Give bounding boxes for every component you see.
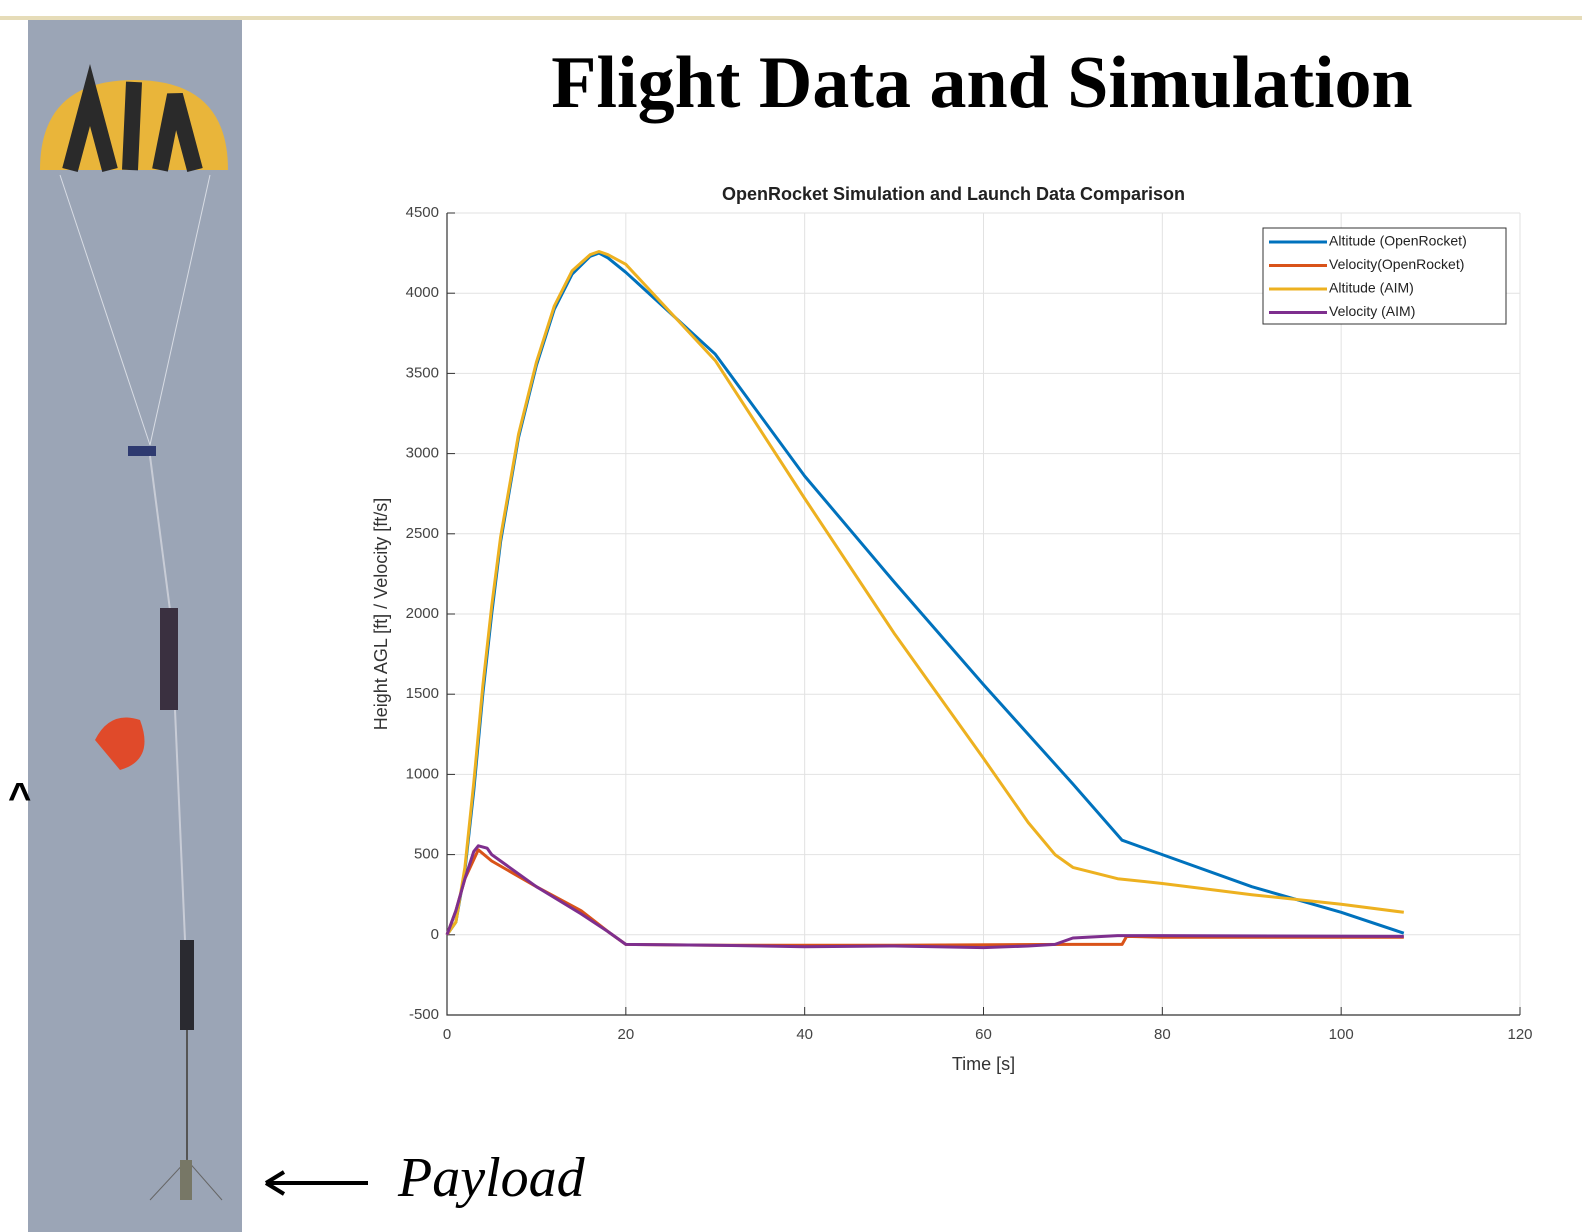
x-tick-label: 60	[975, 1026, 992, 1043]
chart: -500050010001500200025003000350040004500…	[371, 184, 1533, 1074]
chart-title: OpenRocket Simulation and Launch Data Co…	[722, 184, 1185, 204]
slide-title: Flight Data and Simulation	[551, 42, 1412, 124]
y-tick-label: 4000	[406, 284, 439, 301]
legend-label: Velocity (AIM)	[1329, 303, 1415, 319]
x-tick-label: 80	[1154, 1026, 1171, 1043]
photo-panel	[28, 20, 242, 1232]
y-tick-label: -500	[409, 1006, 439, 1023]
x-axis-label: Time [s]	[952, 1054, 1015, 1074]
y-tick-label: 3500	[406, 364, 439, 381]
edge-mark: ^	[8, 776, 31, 820]
x-tick-label: 100	[1329, 1026, 1354, 1043]
y-axis-label: Height AGL [ft] / Velocity [ft/s]	[371, 498, 391, 730]
y-tick-label: 4500	[406, 204, 439, 221]
x-tick-label: 0	[443, 1026, 451, 1043]
slide-canvas: ^ Flight Data and Simulation Payload -50…	[0, 0, 1582, 1232]
y-tick-label: 500	[414, 846, 439, 863]
y-tick-label: 3000	[406, 445, 439, 462]
y-tick-label: 2000	[406, 605, 439, 622]
x-tick-label: 120	[1507, 1026, 1532, 1043]
legend-label: Altitude (AIM)	[1329, 280, 1414, 296]
y-tick-label: 0	[431, 926, 439, 943]
top-rule	[0, 16, 1582, 20]
y-tick-label: 1500	[406, 685, 439, 702]
payload-label: Payload	[397, 1147, 586, 1209]
slide: {"slide": {"title": "Flight Data and Sim…	[0, 0, 1582, 1232]
legend-label: Altitude (OpenRocket)	[1329, 233, 1467, 249]
y-tick-label: 1000	[406, 765, 439, 782]
legend-label: Velocity(OpenRocket)	[1329, 256, 1464, 272]
x-tick-label: 20	[617, 1026, 634, 1043]
x-tick-label: 40	[796, 1026, 813, 1043]
y-tick-label: 2500	[406, 525, 439, 542]
